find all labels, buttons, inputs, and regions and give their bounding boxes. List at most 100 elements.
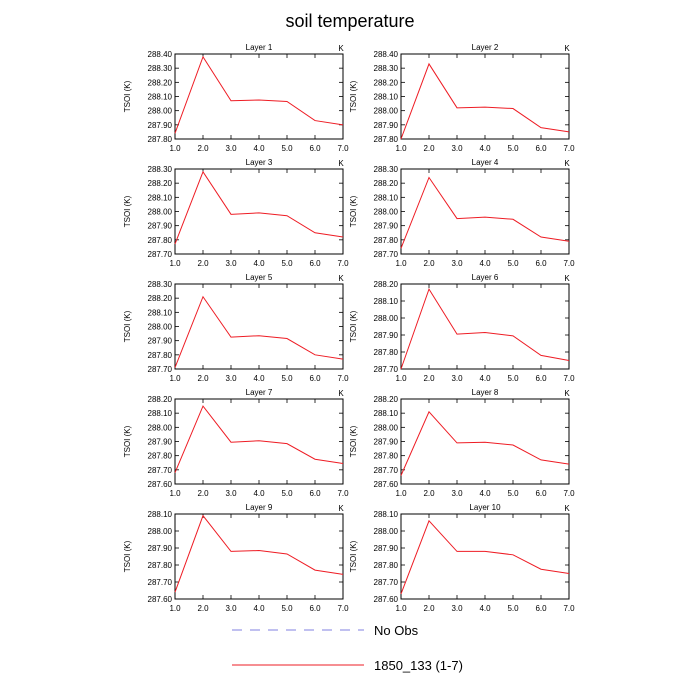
- x-tick-label: 3.0: [225, 489, 237, 498]
- x-tick-label: 6.0: [309, 604, 321, 613]
- plot-frame: [174, 513, 344, 600]
- plot-frame: [174, 168, 344, 255]
- legend-label-1850-133: 1850_133 (1-7): [374, 658, 463, 673]
- y-tick-label: 287.80: [374, 135, 399, 144]
- unit-label: K: [338, 159, 344, 168]
- panel-title: Layer 8: [472, 388, 499, 397]
- y-tick-label: 288.30: [148, 64, 173, 73]
- y-tick-label: 288.10: [148, 409, 173, 418]
- x-tick-label: 3.0: [451, 259, 463, 268]
- x-tick-label: 7.0: [563, 259, 575, 268]
- y-tick-label: 287.70: [148, 578, 173, 587]
- plot-frame: [174, 398, 344, 485]
- x-tick-label: 3.0: [225, 144, 237, 153]
- x-tick-label: 5.0: [281, 144, 293, 153]
- y-tick-label: 288.20: [374, 179, 399, 188]
- y-tick-label: 287.70: [148, 250, 173, 259]
- y-tick-label: 287.80: [374, 452, 399, 461]
- series-line-1850-133: [400, 519, 570, 595]
- x-tick-label: 1.0: [169, 259, 181, 268]
- x-tick-label: 2.0: [197, 604, 209, 613]
- unit-label: K: [564, 389, 570, 398]
- plot-frame: [400, 168, 570, 255]
- y-tick-label: 287.80: [374, 348, 399, 357]
- panel-layer-4: Layer 4 K TSOI (K) 287.70 287.80 287.90 288.00…: [349, 158, 575, 268]
- panel-title: Layer 3: [246, 158, 273, 167]
- x-tick-label: 4.0: [479, 144, 491, 153]
- panel-title: Layer 2: [472, 43, 499, 52]
- y-tick-label: 288.20: [374, 78, 399, 87]
- series-line-1850-133: [400, 410, 570, 476]
- x-tick-label: 5.0: [281, 489, 293, 498]
- y-tick-label: 288.20: [148, 395, 173, 404]
- y-tick-label: 287.90: [374, 222, 399, 231]
- x-tick-label: 5.0: [281, 604, 293, 613]
- y-axis-label: TSOI (K): [123, 310, 132, 342]
- x-tick-label: 7.0: [337, 144, 349, 153]
- x-tick-label: 6.0: [535, 144, 547, 153]
- x-tick-label: 4.0: [479, 489, 491, 498]
- unit-label: K: [564, 159, 570, 168]
- y-tick-label: 288.00: [148, 208, 173, 217]
- x-tick-label: 6.0: [309, 489, 321, 498]
- y-tick-label: 288.10: [374, 409, 399, 418]
- x-tick-label: 1.0: [395, 144, 407, 153]
- x-tick-label: 7.0: [337, 259, 349, 268]
- y-tick-label: 287.60: [374, 595, 399, 604]
- x-tick-label: 2.0: [423, 604, 435, 613]
- x-tick-label: 7.0: [563, 374, 575, 383]
- y-axis-label: TSOI (K): [349, 540, 358, 572]
- x-tick-label: 6.0: [535, 489, 547, 498]
- x-tick-label: 4.0: [479, 374, 491, 383]
- x-tick-label: 7.0: [337, 604, 349, 613]
- y-axis-label: TSOI (K): [349, 80, 358, 112]
- y-tick-label: 288.10: [148, 193, 173, 202]
- plot-frame: [400, 513, 570, 600]
- y-axis-label: TSOI (K): [123, 425, 132, 457]
- y-tick-label: 287.90: [374, 121, 399, 130]
- panel-layer-9: Layer 9 K TSOI (K) 287.60 287.70 287.80 287.90…: [123, 503, 349, 613]
- y-tick-label: 288.00: [148, 527, 173, 536]
- unit-label: K: [564, 44, 570, 53]
- x-tick-label: 6.0: [535, 374, 547, 383]
- y-tick-label: 288.00: [148, 107, 173, 116]
- y-axis-label: TSOI (K): [349, 195, 358, 227]
- panel-layer-2: Layer 2 K TSOI (K) 287.80 287.90 288.00 288.10…: [349, 43, 575, 153]
- x-tick-label: 1.0: [169, 604, 181, 613]
- x-tick-label: 5.0: [507, 259, 519, 268]
- y-tick-label: 287.70: [374, 250, 399, 259]
- x-tick-label: 5.0: [507, 489, 519, 498]
- x-tick-label: 2.0: [423, 489, 435, 498]
- y-tick-label: 287.70: [148, 365, 173, 374]
- y-tick-label: 288.10: [148, 510, 173, 519]
- y-tick-label: 288.00: [374, 527, 399, 536]
- y-tick-label: 287.80: [148, 351, 173, 360]
- y-tick-label: 288.20: [374, 280, 399, 289]
- y-tick-label: 288.00: [374, 208, 399, 217]
- y-tick-label: 287.60: [374, 480, 399, 489]
- y-tick-label: 288.20: [148, 294, 173, 303]
- panel-layer-5: Layer 5 K TSOI (K) 287.70 287.80 287.90 288.00…: [123, 273, 349, 383]
- y-tick-label: 287.90: [148, 544, 173, 553]
- x-tick-label: 3.0: [225, 604, 237, 613]
- y-tick-label: 288.20: [148, 179, 173, 188]
- unit-label: K: [564, 504, 570, 513]
- x-tick-label: 3.0: [451, 604, 463, 613]
- x-tick-label: 7.0: [563, 489, 575, 498]
- x-tick-label: 4.0: [479, 259, 491, 268]
- y-tick-label: 287.70: [374, 466, 399, 475]
- unit-label: K: [338, 504, 344, 513]
- series-line-1850-133: [174, 405, 344, 473]
- x-tick-label: 2.0: [197, 489, 209, 498]
- y-tick-label: 288.40: [148, 50, 173, 59]
- x-tick-label: 2.0: [197, 374, 209, 383]
- x-tick-label: 4.0: [253, 489, 265, 498]
- legend: No Obs 1850_133 (1-7): [232, 623, 463, 673]
- x-tick-label: 5.0: [281, 374, 293, 383]
- x-tick-label: 6.0: [309, 144, 321, 153]
- series-line-1850-133: [400, 287, 570, 370]
- y-tick-label: 287.80: [374, 236, 399, 245]
- x-tick-label: 7.0: [337, 489, 349, 498]
- series-line-1850-133: [400, 176, 570, 249]
- y-tick-label: 287.90: [374, 438, 399, 447]
